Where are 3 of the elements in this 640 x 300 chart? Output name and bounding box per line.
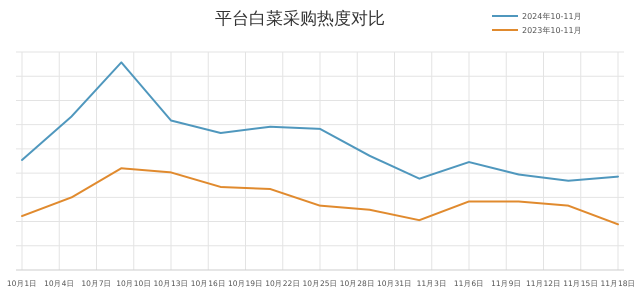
legend-label: 2023年10-11月 [522,26,582,35]
chart-title: 平台白菜采购热度对比 [215,9,385,29]
legend-label: 2024年10-11月 [522,12,582,21]
